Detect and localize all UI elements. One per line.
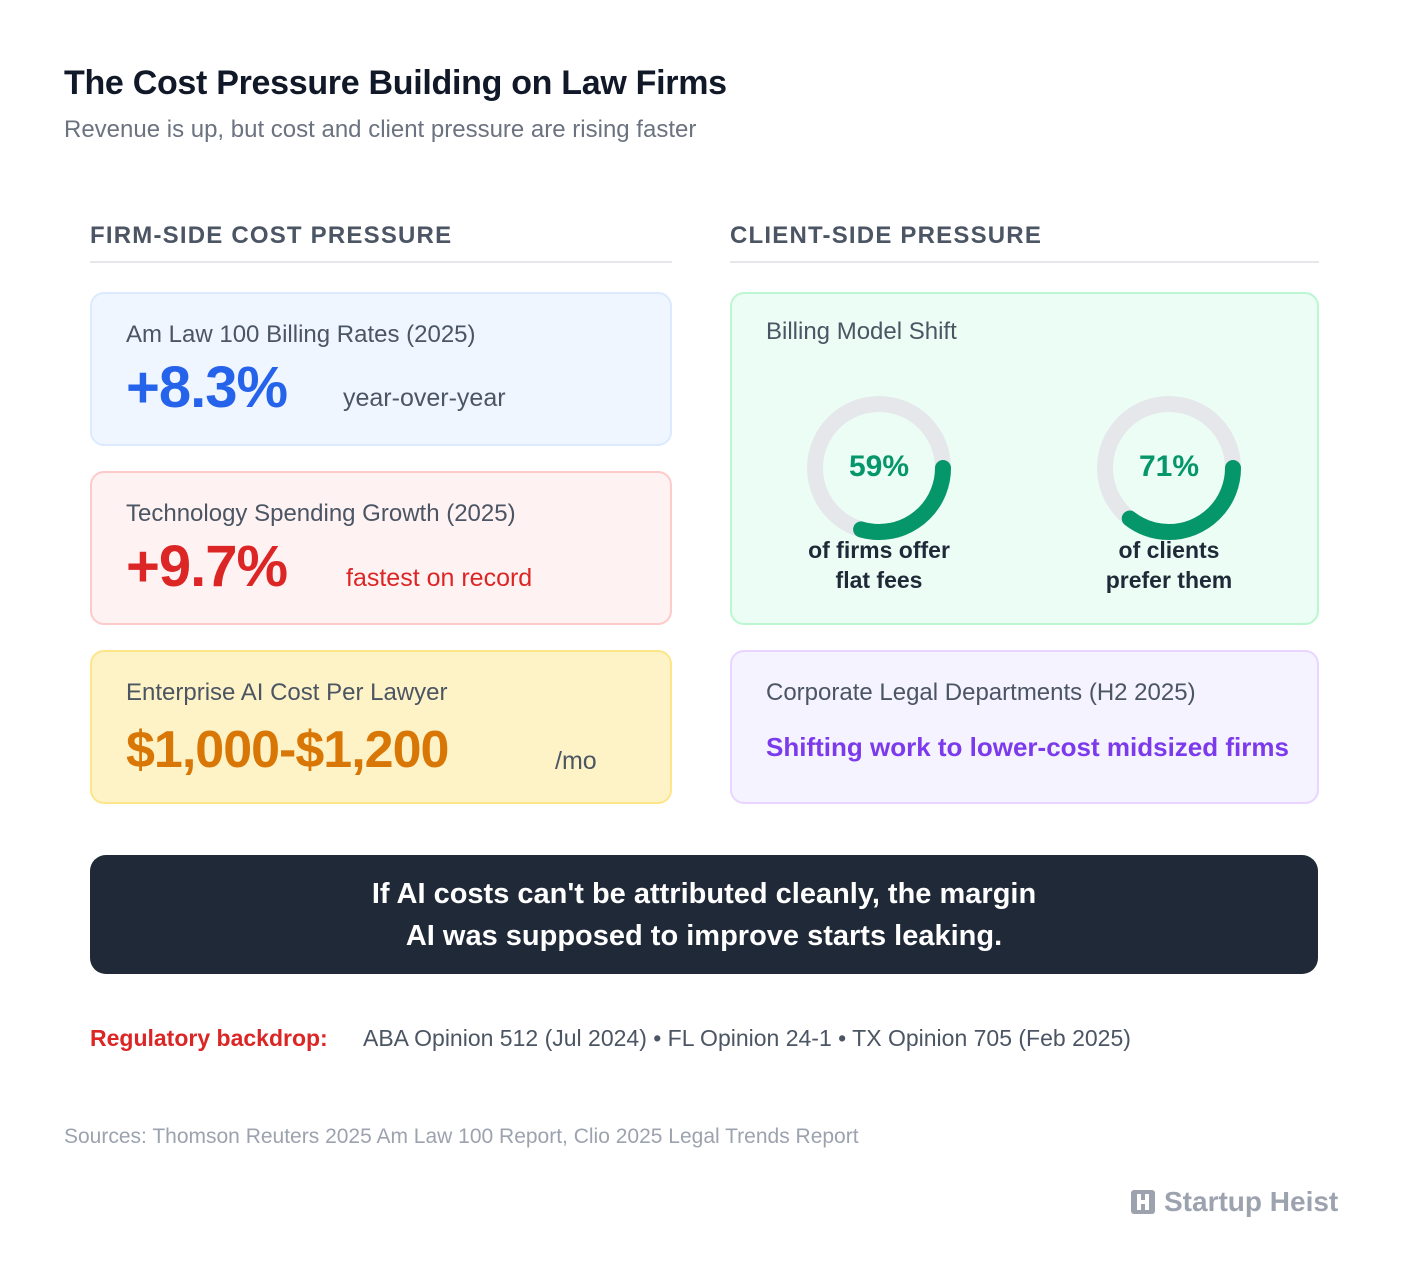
section-heading-client: CLIENT-SIDE PRESSURE [730,222,1043,249]
brand-name: Startup Heist [1164,1186,1339,1217]
donut-chart-firms [807,396,951,540]
regulatory-text: ABA Opinion 512 (Jul 2024) • FL Opinion … [363,1025,1131,1051]
card-label: Enterprise AI Cost Per Lawyer [126,679,448,706]
banner-line: AI was supposed to improve starts leakin… [405,920,1003,952]
tech-spending-card: Technology Spending Growth (2025) +9.7% … [90,471,672,625]
card-note: /mo [555,747,597,775]
section-divider-client [730,261,1319,263]
card-value: +8.3% [126,355,288,420]
billing-model-card: Billing Model Shift 59% of firms offer f… [730,292,1319,625]
donut-caption-line: of firms offer [808,537,950,563]
donut-caption-line: prefer them [1105,567,1233,593]
donut-arc-firms [807,396,951,540]
donut-percent: 71% [1138,450,1200,483]
donut-caption: of firms offer flat fees [759,535,999,595]
donut-caption: of clients prefer them [1049,535,1289,595]
sources-note: Sources: Thomson Reuters 2025 Am Law 100… [64,1125,859,1148]
banner-line: If AI costs can't be attributed cleanly,… [371,878,1037,910]
card-value: $1,000-$1,200 [126,721,449,779]
card-label: Technology Spending Growth (2025) [126,500,516,527]
donut-arc-clients [1097,396,1241,540]
section-heading-firm: FIRM-SIDE COST PRESSURE [90,222,453,249]
card-label: Am Law 100 Billing Rates (2025) [126,321,476,348]
section-divider-firm [90,261,672,263]
card-label: Corporate Legal Departments (H2 2025) [766,679,1196,706]
card-note: year-over-year [343,384,506,412]
corporate-statement: Shifting work to lower-cost midsized fir… [766,732,1289,762]
key-takeaway-banner: If AI costs can't be attributed cleanly,… [90,855,1318,974]
donut-chart-clients [1097,396,1241,540]
card-label: Billing Model Shift [766,318,957,345]
page-title: The Cost Pressure Building on Law Firms [64,64,727,102]
billing-rates-card: Am Law 100 Billing Rates (2025) +8.3% ye… [90,292,672,446]
donut-percent: 59% [848,450,910,483]
building-h-icon [1131,1190,1155,1214]
regulatory-label: Regulatory backdrop: [90,1025,328,1051]
brand-logo: Startup Heist [1130,1186,1338,1218]
card-note: fastest on record [346,564,533,592]
donut-caption-line: of clients [1118,537,1220,563]
page-subtitle: Revenue is up, but cost and client press… [64,116,697,143]
corporate-legal-card: Corporate Legal Departments (H2 2025) Sh… [730,650,1319,804]
card-value: +9.7% [126,534,288,599]
donut-caption-line: flat fees [835,567,923,593]
ai-cost-card: Enterprise AI Cost Per Lawyer $1,000-$1,… [90,650,672,804]
